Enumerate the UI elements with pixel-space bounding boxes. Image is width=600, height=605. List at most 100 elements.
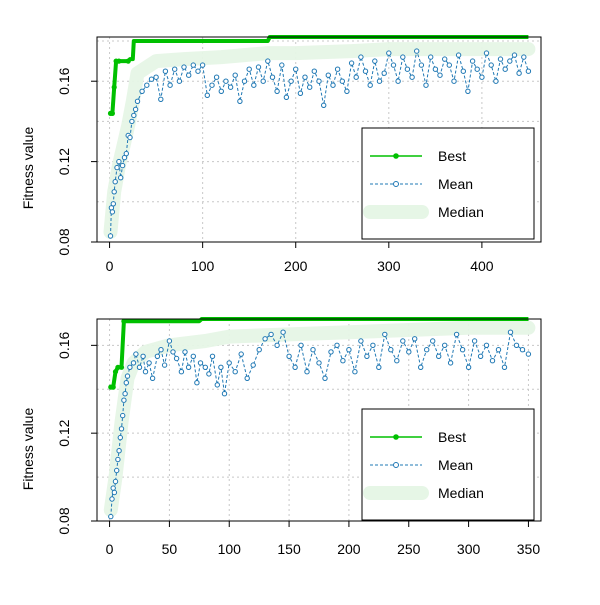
mean-point [386,50,392,56]
mean-point [367,82,373,88]
plot-frame [96,36,542,243]
best-series [108,317,529,390]
mean-point [111,189,117,195]
chart-panel-1: 0 100 200 300 400 0.08 0.12 0.16 Fitness value Be… [20,35,542,274]
mean-point [119,162,126,169]
mean-point [256,347,262,353]
x-axis: 0 50 100 150 200 250 300 350 [106,521,541,557]
x-tick-label: 350 [517,541,541,557]
best-point [115,364,121,370]
legend-label: Best [438,148,466,164]
mean-point [182,349,188,355]
mean-point [358,54,364,60]
mean-point [406,349,412,355]
mean-point [455,52,462,58]
legend: Best Mean Median [361,408,535,521]
mean-point [316,360,322,366]
mean-point [430,338,436,344]
mean-point [525,351,532,357]
mean-point [120,412,126,419]
mean-point [437,72,443,78]
mean-point [136,364,143,370]
mean-point [330,82,336,88]
mean-point [465,88,471,95]
mean-point [321,102,327,109]
mean-point [325,72,331,78]
mean-point [161,362,168,368]
mean-point [186,72,192,78]
y-tick-label: 0.08 [56,507,72,534]
mean-point [122,391,128,397]
x-tick-label: 100 [218,541,242,557]
mean-point [395,78,401,84]
mean-point [176,78,183,84]
mean-point [158,96,164,103]
mean-point [209,353,216,359]
mean-point [493,78,499,84]
x-tick-label: 200 [284,258,308,274]
mean-point [134,98,141,105]
mean-point [469,58,476,64]
mean-point [130,360,137,366]
mean-point [218,88,225,95]
mean-point [446,62,452,68]
mean-point [311,68,317,74]
y-axis-label: Fitness value [20,408,36,491]
legend-marker-best [393,434,399,440]
mean-point [262,336,268,342]
mean-point [223,78,229,84]
mean-point [286,353,292,359]
x-tick-label: 0 [106,258,114,274]
mean-point [112,478,119,485]
mean-point [451,78,457,84]
mean-point [447,360,454,366]
mean-point [209,82,215,88]
mean-point [118,426,125,432]
mean-point [316,78,322,84]
mean-point [185,364,192,370]
mean-point [190,353,197,359]
best-point [109,110,115,116]
mean-point [166,338,173,344]
mean-point [328,349,334,355]
best-point [112,369,119,375]
median-series-line [103,42,536,239]
mean-point [310,347,316,353]
mean-point [400,338,406,344]
mean-point [307,84,313,90]
mean-point [197,360,204,366]
mean-point [123,380,130,386]
mean-point [114,164,120,171]
mean-point [167,82,173,88]
y-tick-label: 0.16 [56,332,72,359]
mean-point [232,72,238,78]
mean-point [280,329,286,335]
mean-point [109,496,115,502]
mean-point [115,456,121,463]
mean-point [453,331,460,338]
mean-point [226,360,232,366]
mean-point [123,150,130,157]
best-point [125,58,131,64]
mean-point [488,62,494,68]
mean-point [409,74,415,80]
mean-point [118,175,124,181]
mean-point [511,52,518,58]
mean-point [400,54,406,60]
mean-point [139,88,145,95]
mean-point [172,66,178,72]
mean-point [477,353,484,359]
x-tick-label: 200 [337,541,361,557]
mean-point [246,66,252,72]
mean-point [112,179,118,185]
mean-point [206,371,212,377]
mean-point [346,347,352,353]
mean-point [124,373,131,379]
mean-point [483,342,490,348]
mean-point [521,54,527,60]
y-axis: 0.08 0.12 0.16 [56,67,97,256]
x-tick-label: 300 [377,258,401,274]
mean-point [376,364,382,370]
mean-point [489,358,496,364]
mean-point [370,342,376,348]
